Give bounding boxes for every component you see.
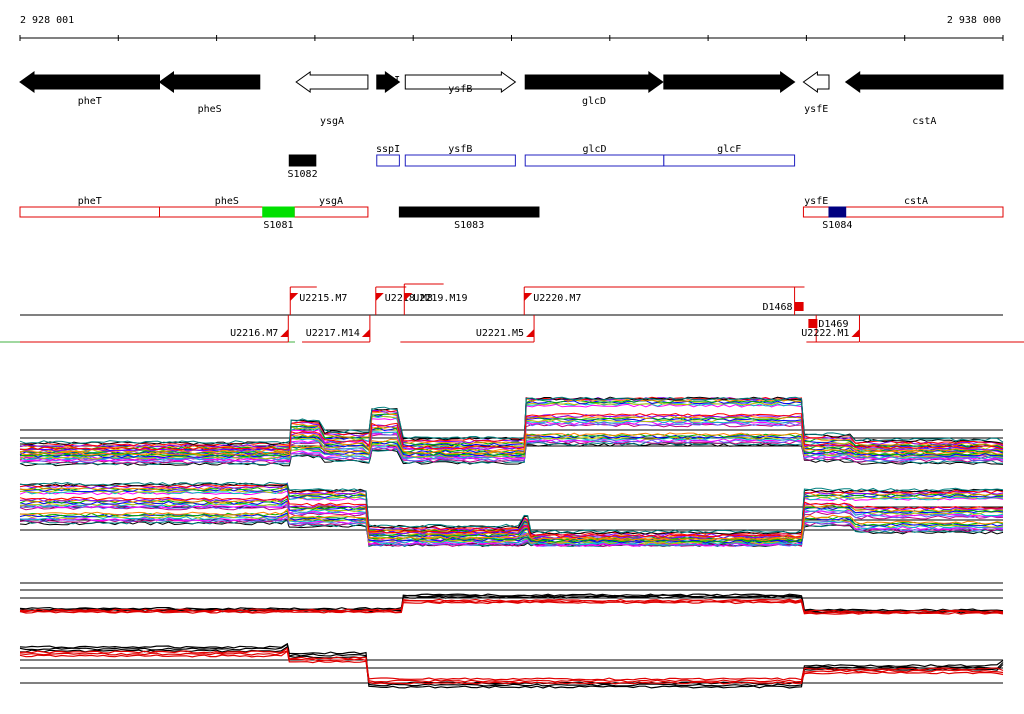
series-line <box>19 484 1004 536</box>
series-line <box>19 396 1004 446</box>
transcript-label-U2217.M14: U2217.M14 <box>306 328 360 339</box>
series-line-black <box>19 643 1004 687</box>
gene-label-cstA: cstA <box>912 116 936 127</box>
series-line <box>19 416 1004 455</box>
series-line-red <box>19 598 1004 613</box>
segment-label-S1083: S1083 <box>454 220 484 231</box>
gene-track: pheT pheS ysgA sspI ysfB glcD glcF ysfE cstA <box>19 71 1004 127</box>
annotation-red-ysfE <box>802 206 830 218</box>
annotation-blue-label: glcF <box>717 144 741 155</box>
annotation-red-label: pheS <box>215 196 239 207</box>
transcript-flag <box>290 293 299 301</box>
gene-label-glcD: glcD <box>582 96 606 107</box>
series-line <box>19 396 1004 447</box>
transcript-label-U2219.M19: U2219.M19 <box>413 293 467 304</box>
series-line <box>19 435 1004 460</box>
annotation-red-label: cstA <box>904 196 928 207</box>
transcript-label-U2220.M7: U2220.M7 <box>533 293 581 304</box>
transcript-flag <box>280 329 289 337</box>
gene-label-pheS: pheS <box>198 104 222 115</box>
gene-arrow-glcF <box>663 71 796 93</box>
series-line-red <box>19 650 1004 685</box>
series-line <box>19 512 1004 546</box>
series-line <box>19 481 1004 534</box>
gene-label-sspI: sspI <box>376 75 400 86</box>
series-line <box>19 432 1004 456</box>
series-line <box>19 397 1004 449</box>
transcript-flag <box>851 329 860 337</box>
series-line <box>19 508 1004 542</box>
transcript-label-U2222.M1: U2222.M1 <box>801 328 849 339</box>
series-line <box>19 434 1004 459</box>
segment-block-S1083 <box>398 206 540 218</box>
series-line <box>19 484 1004 539</box>
annotation-blue-sspI <box>376 154 400 167</box>
segment-label-S1081: S1081 <box>263 220 293 231</box>
gene-label-ysfB: ysfB <box>448 84 472 95</box>
transcript-label-U2221.M5: U2221.M5 <box>476 328 524 339</box>
series-line-black <box>19 642 1004 685</box>
series-line <box>19 495 1004 538</box>
annotation-red-label: pheT <box>78 196 102 207</box>
gene-label-ysfE: ysfE <box>804 104 828 115</box>
transcript-flag <box>526 329 535 337</box>
annotation-blue-label: ysfB <box>448 144 472 155</box>
annotation-blue-glcF <box>663 154 796 167</box>
annotation-track: sspI ysfB glcD glcF pheT pheS ysgA ysfE cstA S108… <box>19 144 1004 231</box>
ruler-end-label: 2 938 000 <box>947 15 1001 26</box>
transcript-label-D1468: D1468 <box>762 302 792 313</box>
annotation-blue-label: sspI <box>376 144 400 155</box>
series-line-black <box>19 593 1004 612</box>
gene-arrow-cstA <box>844 71 1004 93</box>
gene-arrow-ysgA <box>295 71 369 93</box>
gene-arrow-pheS <box>158 71 261 93</box>
series-line <box>19 510 1004 543</box>
series-line <box>19 396 1004 445</box>
gene-arrow-glcD <box>524 71 664 93</box>
annotation-red-pheT <box>19 206 161 218</box>
transcript-flag <box>361 329 370 337</box>
transcript-label-U2215.M7: U2215.M7 <box>299 293 347 304</box>
coordinate-ruler: 2 928 001 2 938 000 <box>19 15 1004 41</box>
annotation-red-label: ysfE <box>804 196 828 207</box>
gene-arrow-pheT <box>19 71 161 93</box>
series-line <box>19 440 1004 465</box>
transcript-track: U2215.M7 U2216.M7 U2217.M14 U2218.M8U2219.M… <box>0 283 1024 343</box>
series-line <box>19 412 1004 451</box>
transcript-marker <box>808 319 818 328</box>
annotation-red-label: ysgA <box>319 196 343 207</box>
gene-label-ysgA: ysgA <box>320 116 344 127</box>
segment-block-S1081 <box>262 206 295 218</box>
segment-block-S1082 <box>288 154 317 167</box>
transcript-flag <box>375 293 384 301</box>
transcript-label-U2216.M7: U2216.M7 <box>230 328 278 339</box>
annotation-red-cstA <box>828 206 1004 218</box>
expression-panels <box>19 396 1004 689</box>
segment-label-S1082: S1082 <box>287 169 317 180</box>
gene-arrow-ysfE <box>802 71 830 93</box>
annotation-blue-ysfB <box>404 154 516 167</box>
ruler-start-label: 2 928 001 <box>20 15 74 26</box>
gene-label-glcF: glcF <box>717 75 741 86</box>
transcript-label-U2218.M8: U2218.M8 <box>385 293 433 304</box>
transcript-flag <box>524 293 533 301</box>
transcript-label-D1469: D1469 <box>818 319 848 330</box>
ruler-ticks <box>19 35 1004 41</box>
annotation-blue-label: glcD <box>582 144 606 155</box>
series-line <box>19 437 1004 461</box>
segment-label-S1084: S1084 <box>822 220 852 231</box>
gene-arrow-ysfB <box>404 71 517 93</box>
transcript-flag <box>404 293 413 301</box>
gene-arrow-sspI <box>376 71 401 93</box>
series-line-red <box>19 647 1004 681</box>
series-line-red <box>19 650 1004 683</box>
transcript-marker <box>794 302 804 311</box>
segment-block-S1084 <box>828 206 847 218</box>
annotation-blue-glcD <box>524 154 665 167</box>
series-line <box>19 512 1004 544</box>
gene-label-pheT: pheT <box>78 96 102 107</box>
annotation-red-ysgA <box>293 206 369 218</box>
